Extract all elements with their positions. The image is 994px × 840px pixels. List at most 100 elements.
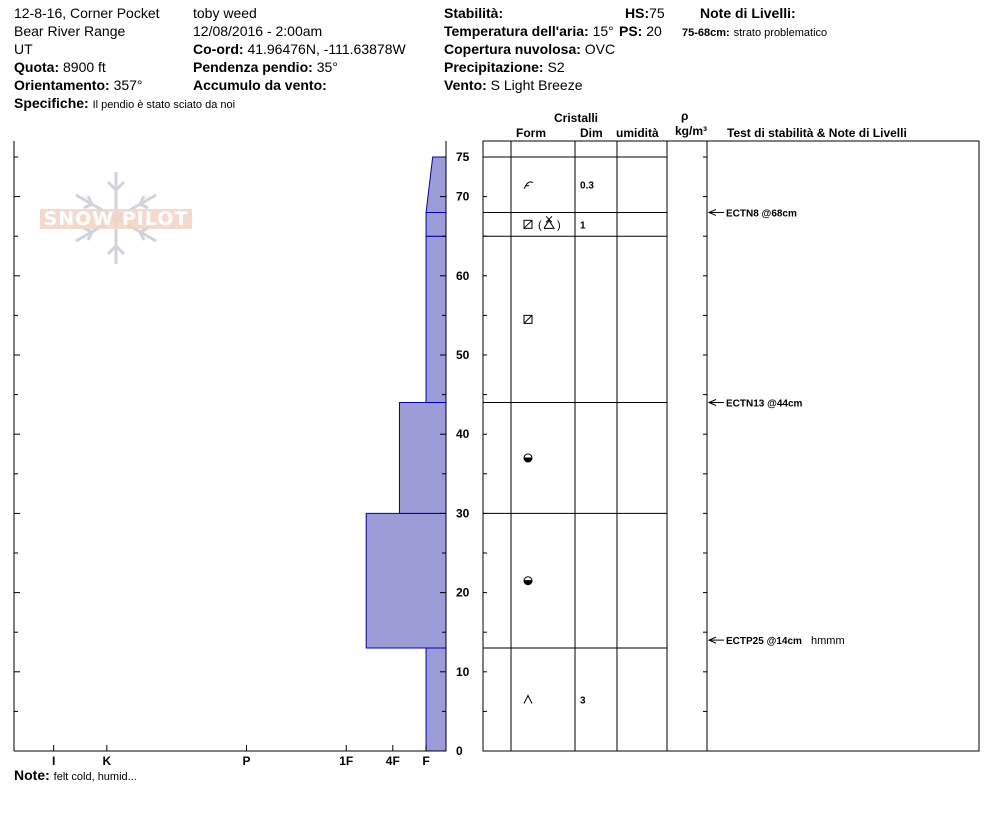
rounded-faceted-icon — [523, 453, 533, 463]
snowpilot-logo: SNOW PILOT — [38, 168, 194, 268]
watermark-text: SNOW PILOT — [43, 208, 189, 230]
crystals-header: Cristalli — [554, 111, 599, 125]
form-header: Form — [516, 126, 546, 140]
aspect-value: 357° — [113, 77, 143, 93]
slope-row: Pendenza pendio: 35° — [193, 59, 338, 75]
slope-value: 35° — [316, 59, 338, 75]
note-label: Note: — [14, 767, 50, 783]
hs-row: HS:75 — [625, 5, 665, 21]
details-label: Specifiche: — [14, 95, 89, 111]
stability-test-label: ECTN13 @44cm — [726, 399, 803, 410]
range-text: Bear River Range — [14, 23, 126, 39]
size-header: Dim — [580, 126, 603, 140]
elevation-row: Quota: 8900 ft — [14, 59, 106, 75]
stability-test-label: ECTP25 @14cm — [726, 636, 802, 647]
depth-tick-label: 20 — [456, 586, 470, 600]
location-text: 12-8-16, Corner Pocket — [14, 5, 160, 21]
hardness-tick-label: 1F — [339, 754, 353, 768]
stability-notes-header: Test di stabilità & Note di Livelli — [727, 126, 907, 140]
hardness-bar-1 — [365, 512, 447, 649]
depth-tick-label: 10 — [456, 665, 470, 679]
hs-value: 75 — [649, 5, 665, 21]
ps-row: PS: 20 — [619, 23, 662, 39]
hardness-bar-4 — [425, 211, 447, 237]
svg-text:): ) — [557, 219, 561, 231]
details-row: Specifiche: Il pendio è stato sciato da … — [14, 95, 235, 113]
moisture-header: umidità — [616, 126, 659, 140]
depth-tick-label: 70 — [456, 190, 470, 204]
svg-text:(: ( — [538, 219, 542, 231]
depth-tick-label: 50 — [456, 348, 470, 362]
coords-row: Co-ord: 41.96476N, -111.63878W — [193, 41, 406, 57]
layer-note-row: 75-68cm: strato problematico — [682, 23, 827, 41]
precip-value: S2 — [547, 59, 565, 75]
air-temp-value: 15° — [592, 23, 614, 39]
arrow-left-icon — [707, 208, 717, 216]
arrow-left-icon — [707, 399, 717, 406]
footer-note-row: Note: felt cold, humid... — [14, 767, 137, 785]
layer-size-value: 1 — [580, 220, 586, 231]
hardness-panel: 0 10 20 30 40 50 60 70 75 I K P 1F 4F F — [13, 141, 470, 768]
layer-note-range: 75-68cm: — [682, 27, 730, 39]
precip-row: Precipitazione: S2 — [444, 59, 565, 75]
depth-tick-label: 60 — [456, 269, 470, 283]
layer-note-text: strato problematico — [733, 27, 828, 39]
datetime-text: 12/08/2016 - 2:00am — [193, 23, 323, 39]
faceted-icon — [523, 314, 533, 324]
wind-loading-row: Accumulo da vento: — [193, 77, 327, 93]
stability-test-label: ECTN8 @68cm — [726, 208, 797, 219]
hardness-tick-label: K — [103, 754, 112, 768]
state-text: UT — [14, 41, 33, 57]
slope-label: Pendenza pendio: — [193, 59, 313, 75]
elevation-label: Quota: — [14, 59, 60, 75]
depth-tick-label: 30 — [456, 506, 470, 520]
hardness-tick-label: F — [422, 754, 429, 768]
aspect-row: Orientamento: 357° — [14, 77, 143, 93]
coords-label: Co-ord: — [193, 41, 244, 57]
layer-size-value: 3 — [580, 696, 586, 707]
aspect-label: Orientamento: — [14, 77, 110, 93]
hardness-bar-3 — [425, 235, 447, 404]
air-temp-label: Temperatura dell'aria: — [444, 23, 589, 39]
ps-value: 20 — [646, 23, 662, 39]
cloud-label: Copertura nuvolosa: — [444, 41, 581, 57]
wind-label: Vento: — [444, 77, 487, 93]
density-symbol: ρ — [681, 109, 689, 123]
ps-label: PS: — [619, 23, 643, 39]
layer-notes-label: Note di Livelli: — [700, 5, 796, 21]
layer-table: 0.3 () 1 3 ECTN8 @68cm ECTN13 @44cm ECTP25 @14… — [482, 140, 980, 752]
depth-tick-label: 75 — [456, 150, 470, 164]
hardness-bar-0 — [425, 647, 447, 752]
hs-label: HS: — [625, 5, 650, 21]
faceted-rounded-with-surface-hoar-icon: () — [523, 215, 561, 231]
density-unit: kg/m³ — [675, 124, 708, 138]
details-value: Il pendio è stato sciato da noi — [92, 99, 236, 111]
snowflake-icon — [40, 172, 192, 264]
hardness-tick-label: 4F — [386, 754, 400, 768]
wind-value: S Light Breeze — [490, 77, 583, 93]
air-temp-row: Temperatura dell'aria: 15° — [444, 23, 614, 39]
coords-value: 41.96476N, -111.63878W — [247, 41, 406, 57]
table-frame — [482, 140, 980, 752]
layer-size-value: 0.3 — [580, 181, 594, 192]
observer-text: toby weed — [193, 5, 257, 21]
wind-row: Vento: S Light Breeze — [444, 77, 583, 93]
precip-label: Precipitazione: — [444, 59, 544, 75]
hardness-tick-label: I — [52, 754, 55, 768]
stability-test-note: hmmm — [811, 635, 845, 647]
stability-label: Stabilità: — [444, 5, 504, 21]
hardness-tick-label: P — [242, 754, 250, 768]
cloud-row: Copertura nuvolosa: OVC — [444, 41, 615, 57]
wind-loading-label: Accumulo da vento: — [193, 77, 327, 93]
elevation-value: 8900 ft — [63, 59, 106, 75]
precipitation-particles-icon — [523, 181, 534, 189]
stability-row: Stabilità: — [444, 5, 503, 21]
note-value: felt cold, humid... — [53, 771, 137, 783]
cloud-value: OVC — [584, 41, 616, 57]
hardness-bar-5 — [425, 156, 447, 213]
hardness-bar-2 — [398, 402, 447, 514]
depth-tick-label: 40 — [456, 427, 470, 441]
depth-tick-label: 0 — [456, 744, 463, 758]
arrow-left-icon — [707, 636, 717, 644]
